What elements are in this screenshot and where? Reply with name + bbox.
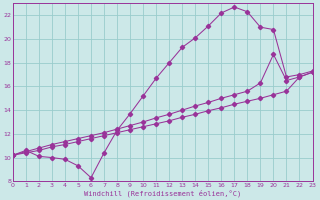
X-axis label: Windchill (Refroidissement éolien,°C): Windchill (Refroidissement éolien,°C) — [84, 189, 241, 197]
